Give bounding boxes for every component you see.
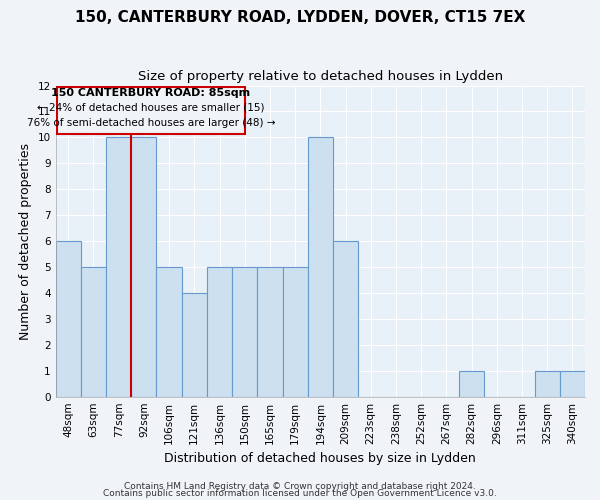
Text: Contains HM Land Registry data © Crown copyright and database right 2024.: Contains HM Land Registry data © Crown c… — [124, 482, 476, 491]
Bar — [308, 138, 333, 396]
Bar — [56, 241, 81, 396]
Bar — [157, 267, 182, 396]
Bar — [333, 241, 358, 396]
Bar — [232, 267, 257, 396]
Text: Contains public sector information licensed under the Open Government Licence v3: Contains public sector information licen… — [103, 489, 497, 498]
Text: 150, CANTERBURY ROAD, LYDDEN, DOVER, CT15 7EX: 150, CANTERBURY ROAD, LYDDEN, DOVER, CT1… — [75, 10, 525, 25]
Y-axis label: Number of detached properties: Number of detached properties — [19, 142, 32, 340]
Bar — [560, 371, 585, 396]
Text: ← 24% of detached houses are smaller (15): ← 24% of detached houses are smaller (15… — [37, 103, 265, 113]
Title: Size of property relative to detached houses in Lydden: Size of property relative to detached ho… — [138, 70, 503, 83]
Text: 150 CANTERBURY ROAD: 85sqm: 150 CANTERBURY ROAD: 85sqm — [51, 88, 250, 98]
Bar — [182, 293, 207, 397]
Text: 76% of semi-detached houses are larger (48) →: 76% of semi-detached houses are larger (… — [26, 118, 275, 128]
Bar — [81, 267, 106, 396]
Bar — [106, 138, 131, 396]
Bar — [131, 138, 157, 396]
FancyBboxPatch shape — [57, 87, 245, 134]
Bar — [459, 371, 484, 396]
X-axis label: Distribution of detached houses by size in Lydden: Distribution of detached houses by size … — [164, 452, 476, 465]
Bar — [283, 267, 308, 396]
Bar — [257, 267, 283, 396]
Bar — [535, 371, 560, 396]
Bar — [207, 267, 232, 396]
